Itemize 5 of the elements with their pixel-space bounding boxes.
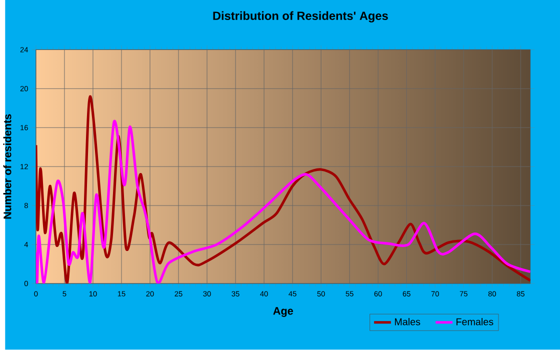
legend-label: Males bbox=[394, 318, 420, 326]
legend-label: Females bbox=[456, 318, 494, 326]
chart-title: Distribution of Residents' Ages bbox=[213, 11, 388, 23]
x-axis-title: Age bbox=[273, 307, 294, 318]
y-axis-title: Number of residents bbox=[3, 114, 12, 219]
